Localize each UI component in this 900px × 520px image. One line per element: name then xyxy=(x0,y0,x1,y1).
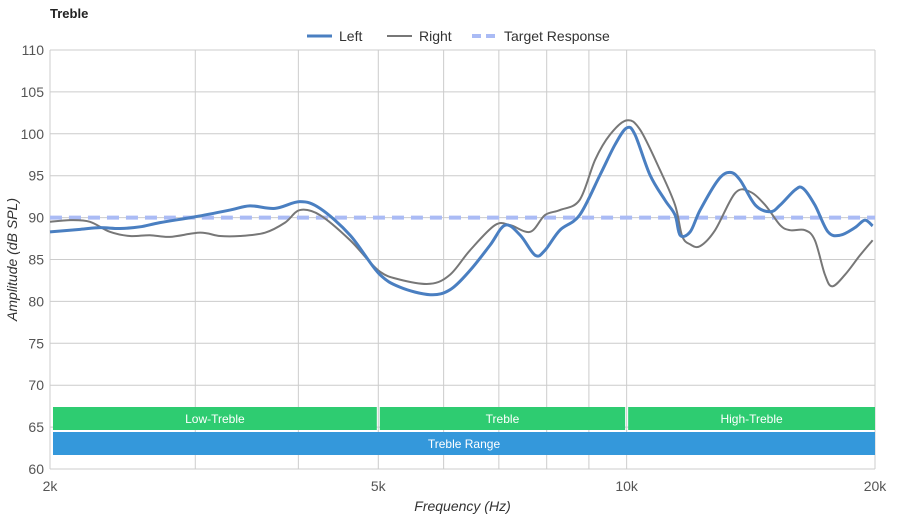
y-tick-label: 90 xyxy=(28,210,44,226)
legend-label: Right xyxy=(419,28,452,44)
y-tick-label: 65 xyxy=(28,419,44,435)
y-tick-label: 70 xyxy=(28,377,44,393)
band-label: High-Treble xyxy=(720,412,783,426)
y-tick-label: 95 xyxy=(28,168,44,184)
band-high-treble xyxy=(628,407,875,430)
band-treble-range xyxy=(53,432,875,455)
y-tick-label: 80 xyxy=(28,293,44,309)
series-right xyxy=(49,119,874,288)
x-axis-label: Frequency (Hz) xyxy=(414,498,510,514)
y-tick-label: 110 xyxy=(22,42,45,58)
y-tick-label: 105 xyxy=(21,84,45,100)
y-tick-label: 75 xyxy=(28,335,44,351)
band-label: Treble Range xyxy=(428,437,501,451)
band-label: Low-Treble xyxy=(185,412,245,426)
chart-title: Treble xyxy=(50,6,89,21)
y-axis-label: Amplitude (dB SPL) xyxy=(4,198,20,322)
band-label: Treble xyxy=(486,412,520,426)
x-tick-label: 20k xyxy=(864,478,888,494)
x-tick-label: 10k xyxy=(615,478,639,494)
legend-label: Target Response xyxy=(504,28,610,44)
band-low-treble xyxy=(53,407,377,430)
x-tick-label: 2k xyxy=(43,478,59,494)
band-treble xyxy=(379,407,626,430)
y-tick-label: 100 xyxy=(21,126,45,142)
y-tick-label: 85 xyxy=(28,252,44,268)
y-tick-label: 60 xyxy=(28,461,44,477)
series-left xyxy=(49,125,874,297)
x-tick-label: 5k xyxy=(371,478,387,494)
legend-label: Left xyxy=(339,28,362,44)
